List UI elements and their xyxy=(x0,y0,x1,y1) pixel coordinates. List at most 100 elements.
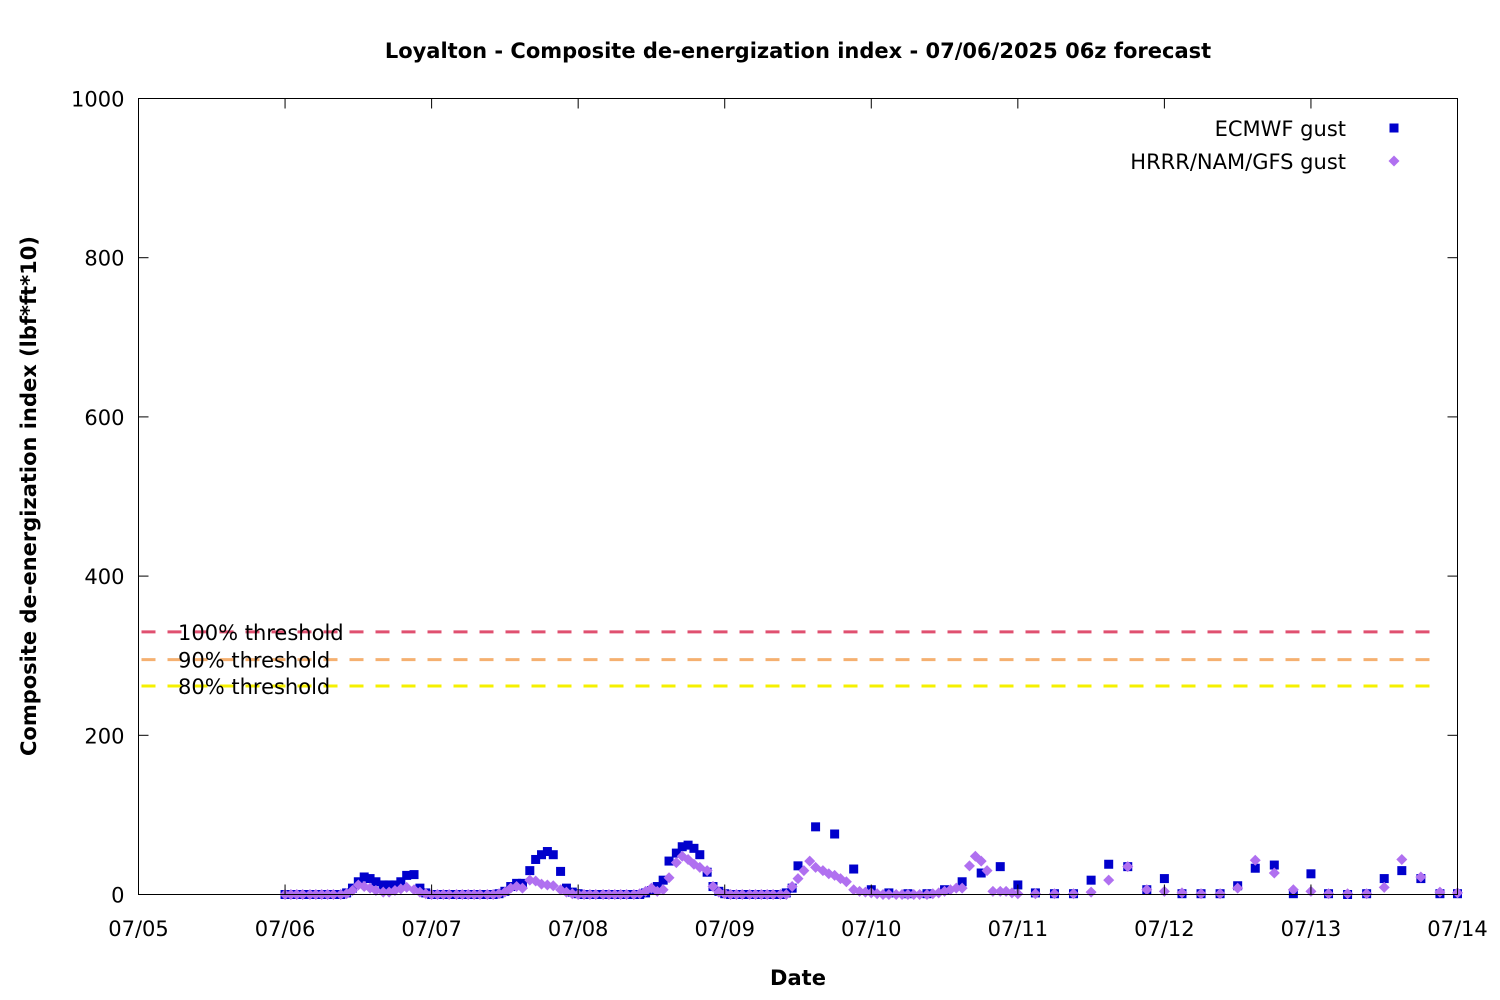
data-point xyxy=(525,866,535,876)
data-point xyxy=(365,874,375,884)
data-point xyxy=(402,870,412,880)
data-point xyxy=(995,862,1005,872)
axis-ticks: 07/05 07/06 07/07 07/08 07/09 07/10 07/11 07/12… xyxy=(71,88,1488,942)
data-point xyxy=(811,822,821,832)
data-point xyxy=(1176,887,1188,899)
data-point xyxy=(1068,888,1080,900)
data-point xyxy=(963,860,975,872)
data-point xyxy=(1323,888,1335,900)
data-point xyxy=(542,847,552,857)
data-point xyxy=(409,870,419,880)
x-tick-label: 07/09 xyxy=(694,917,755,941)
data-point xyxy=(1415,871,1427,883)
data-point xyxy=(976,868,986,878)
data-point xyxy=(1214,888,1226,900)
data-point xyxy=(663,872,675,884)
x-tick-label: 07/07 xyxy=(401,917,462,941)
data-point xyxy=(1397,866,1407,876)
data-point xyxy=(695,850,705,860)
data-point xyxy=(707,881,719,893)
data-point xyxy=(359,872,369,882)
legend-label: HRRR/NAM/GFS gust xyxy=(1130,150,1346,174)
data-point xyxy=(981,865,993,877)
data-point xyxy=(384,880,394,890)
x-tick-label: 07/14 xyxy=(1427,917,1488,941)
data-point xyxy=(1195,888,1207,900)
y-tick-label: 200 xyxy=(84,724,124,748)
data-point xyxy=(957,877,967,887)
y-tick-label: 1000 xyxy=(71,88,124,112)
data-point xyxy=(537,850,547,860)
y-tick-label: 800 xyxy=(84,247,124,271)
data-point xyxy=(1268,867,1280,879)
data-point xyxy=(371,877,381,887)
data-point xyxy=(950,882,962,894)
data-point xyxy=(840,876,852,888)
data-point xyxy=(370,885,382,897)
data-point xyxy=(1269,860,1279,870)
data-point xyxy=(664,856,674,866)
data-point xyxy=(1396,853,1408,865)
legend: ECMWF gust HRRR/NAM/GFS gust xyxy=(1130,117,1400,174)
data-point xyxy=(531,854,541,864)
threshold-label: 100% threshold xyxy=(178,621,344,645)
data-point xyxy=(547,880,559,892)
data-point xyxy=(396,877,406,887)
data-point xyxy=(689,843,699,853)
data-point xyxy=(1232,882,1244,894)
data-point xyxy=(390,880,400,890)
data-point xyxy=(516,882,528,894)
data-point xyxy=(1287,884,1299,896)
y-tick-label: 600 xyxy=(84,406,124,430)
legend-marker xyxy=(1389,123,1399,133)
x-tick-label: 07/05 xyxy=(108,917,169,941)
threshold-label: 90% threshold xyxy=(178,649,330,673)
x-tick-label: 07/10 xyxy=(841,917,902,941)
x-tick-label: 07/08 xyxy=(548,917,609,941)
y-tick-label: 0 xyxy=(111,884,124,908)
data-point xyxy=(1379,874,1389,884)
data-point xyxy=(378,880,388,890)
threshold-label: 80% threshold xyxy=(178,675,330,699)
data-point xyxy=(670,857,682,869)
data-point xyxy=(1029,888,1041,900)
data-point xyxy=(849,864,859,874)
data-point xyxy=(1141,884,1153,896)
data-point xyxy=(1249,854,1261,866)
data-point xyxy=(792,873,804,885)
data-point xyxy=(1250,863,1260,873)
data-point xyxy=(1378,881,1390,893)
data-point xyxy=(671,848,681,858)
data-point xyxy=(793,861,803,871)
x-tick-label: 07/06 xyxy=(255,917,316,941)
x-tick-label: 07/11 xyxy=(988,917,1049,941)
data-point xyxy=(677,842,687,852)
data-point xyxy=(1122,861,1134,873)
data-point xyxy=(804,855,816,867)
data-point xyxy=(658,875,668,885)
data-point xyxy=(701,865,713,877)
data-point xyxy=(1306,869,1316,879)
data-point xyxy=(1361,888,1373,900)
chart-title: Loyalton - Composite de-energization ind… xyxy=(385,39,1211,63)
data-point xyxy=(956,882,968,894)
data-point xyxy=(786,881,798,893)
data-point xyxy=(1159,874,1169,884)
data-point xyxy=(556,866,566,876)
data-point xyxy=(1104,859,1114,869)
data-point xyxy=(830,829,840,839)
data-point xyxy=(346,885,358,897)
x-axis-label: Date xyxy=(770,966,826,990)
x-tick-label: 07/12 xyxy=(1134,917,1195,941)
data-point xyxy=(1086,875,1096,885)
data-point xyxy=(1085,886,1097,898)
y-axis-label: Composite de-energization index (lbf*ft*… xyxy=(17,236,41,756)
legend-label: ECMWF gust xyxy=(1215,117,1346,141)
data-point xyxy=(1342,888,1354,900)
data-point xyxy=(548,850,558,860)
data-point xyxy=(683,840,693,850)
y-tick-label: 400 xyxy=(84,565,124,589)
data-point xyxy=(1048,888,1060,900)
